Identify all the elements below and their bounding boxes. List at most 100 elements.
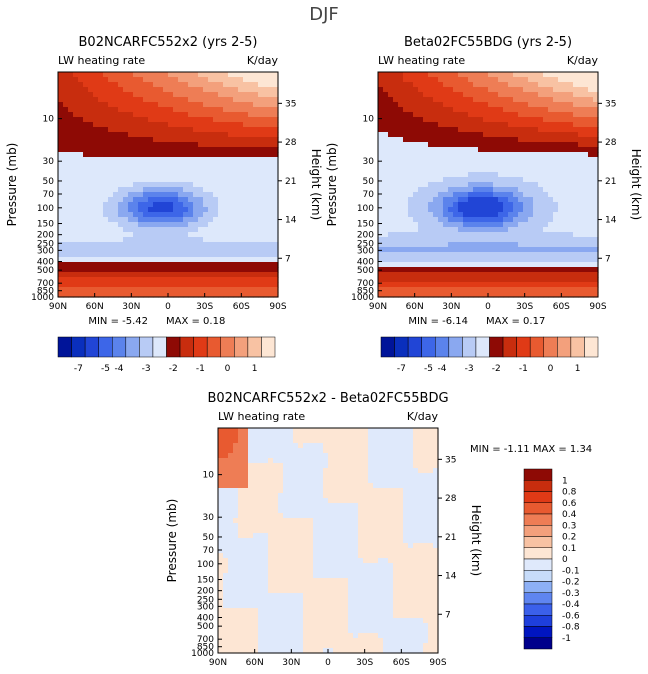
contour-cell: [433, 222, 439, 228]
contour-cell: [528, 142, 534, 148]
contour-cell: [378, 237, 384, 243]
contour-cell: [433, 137, 439, 143]
contour-cell: [128, 137, 134, 143]
contour-cell: [518, 232, 524, 238]
contour-cell: [178, 87, 184, 93]
contour-cell: [178, 187, 184, 193]
contour-cell: [548, 272, 554, 278]
contour-cell: [143, 162, 149, 168]
contour-cell: [118, 227, 124, 233]
contour-cell: [223, 257, 229, 263]
contour-cell: [268, 648, 274, 654]
contour-cell: [493, 77, 499, 83]
contour-cell: [58, 277, 64, 283]
contour-cell: [448, 167, 454, 173]
contour-cell: [308, 483, 314, 489]
contour-cell: [428, 182, 434, 188]
contour-cell: [583, 157, 589, 163]
contour-cell: [523, 102, 529, 108]
contour-cell: [558, 202, 564, 208]
contour-cell: [268, 473, 274, 479]
contour-cell: [543, 107, 549, 113]
contour-cell: [493, 112, 499, 118]
contour-cell: [178, 217, 184, 223]
contour-cell: [143, 107, 149, 113]
contour-cell: [253, 593, 259, 599]
contour-cell: [408, 182, 414, 188]
contour-cell: [93, 152, 99, 158]
contour-cell: [418, 142, 424, 148]
contour-cell: [283, 568, 289, 574]
contour-cell: [528, 262, 534, 268]
contour-cell: [88, 277, 94, 283]
contour-cell: [273, 443, 279, 449]
contour-cell: [418, 287, 424, 293]
contour-cell: [288, 583, 294, 589]
contour-cell: [243, 77, 249, 83]
contour-cell: [203, 137, 209, 143]
contour-cell: [83, 72, 89, 78]
contour-cell: [218, 122, 224, 128]
contour-cell: [243, 207, 249, 213]
contour-cell: [223, 623, 229, 629]
contour-cell: [233, 613, 239, 619]
contour-cell: [468, 247, 474, 253]
contour-cell: [228, 172, 234, 178]
contour-cell: [473, 72, 479, 78]
contour-cell: [248, 282, 254, 288]
contour-cell: [73, 262, 79, 268]
panel-title: Beta02FC55BDG (yrs 2-5): [404, 35, 572, 50]
contour-cell: [558, 252, 564, 258]
contour-cell: [568, 192, 574, 198]
contour-cell: [93, 212, 99, 218]
contour-cell: [383, 187, 389, 193]
contour-cell: [258, 548, 264, 554]
contour-cell: [138, 92, 144, 98]
contour-cell: [588, 157, 594, 163]
contour-cell: [283, 578, 289, 584]
contour-cell: [388, 172, 394, 178]
contour-cell: [98, 187, 104, 193]
contour-cell: [83, 197, 89, 203]
contour-cell: [298, 473, 304, 479]
contour-cell: [173, 97, 179, 103]
colorbar-label: -5: [424, 364, 433, 374]
contour-cell: [543, 197, 549, 203]
contour-cell: [63, 277, 69, 283]
contour-cell: [158, 77, 164, 83]
contour-cell: [273, 498, 279, 504]
contour-cell: [143, 222, 149, 228]
contour-cell: [483, 92, 489, 98]
contour-cell: [478, 262, 484, 268]
contour-cell: [533, 257, 539, 263]
contour-cell: [98, 157, 104, 163]
contour-cell: [508, 277, 514, 283]
contour-cell: [448, 272, 454, 278]
contour-cell: [223, 593, 229, 599]
height-tick-label: 21: [285, 177, 296, 187]
contour-cell: [553, 167, 559, 173]
contour-cell: [293, 453, 299, 459]
contour-cell: [288, 633, 294, 639]
contour-cell: [118, 182, 124, 188]
contour-cell: [208, 222, 214, 228]
contour-cell: [78, 117, 84, 123]
contour-cell: [463, 182, 469, 188]
contour-cell: [218, 142, 224, 148]
contour-cell: [153, 97, 159, 103]
contour-cell: [223, 292, 229, 298]
contour-cell: [383, 247, 389, 253]
contour-cell: [433, 292, 439, 298]
contour-cell: [468, 267, 474, 273]
contour-cell: [253, 438, 259, 444]
contour-cell: [463, 292, 469, 298]
contour-cell: [563, 182, 569, 188]
contour-cell: [213, 92, 219, 98]
contour-cell: [228, 483, 234, 489]
contour-cell: [243, 563, 249, 569]
contour-cell: [238, 257, 244, 263]
contour-cell: [273, 282, 279, 288]
contour-cell: [483, 122, 489, 128]
contour-cell: [438, 127, 444, 133]
contour-cell: [123, 172, 129, 178]
